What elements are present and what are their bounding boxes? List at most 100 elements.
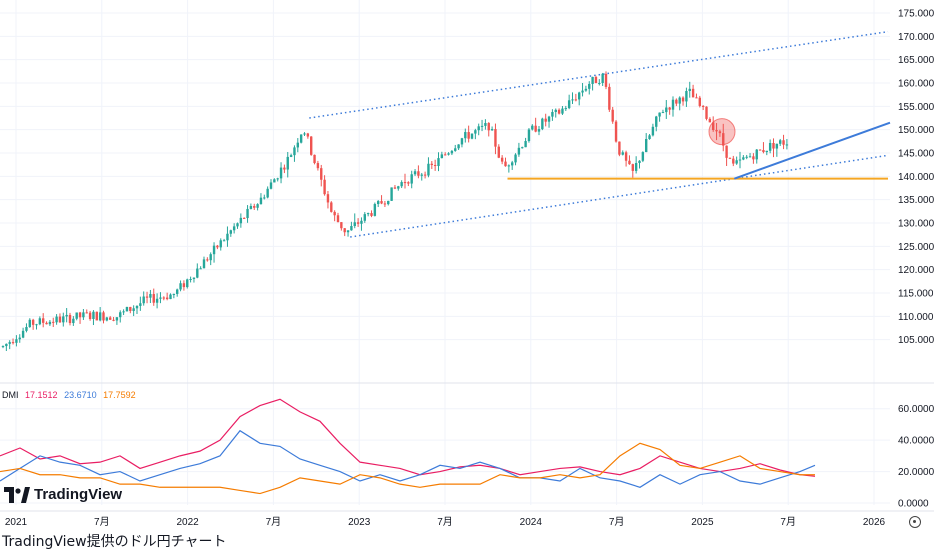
candle-body (494, 129, 497, 147)
candle-body (765, 150, 768, 153)
candle-body (135, 305, 139, 309)
dmi-y-tick-label: 40.0000 (898, 436, 934, 447)
candle-body (149, 294, 152, 298)
candle-body (5, 343, 8, 347)
y-tick-label: 105.000 (898, 335, 934, 346)
candle-body (273, 179, 276, 183)
candle-body (239, 217, 243, 224)
candle-body (758, 149, 762, 151)
candle-body (534, 125, 537, 132)
candle-body (162, 297, 165, 299)
candle-body (527, 129, 531, 142)
candle-body (306, 133, 310, 137)
candle-body (541, 118, 544, 130)
x-tick-label: 7月 (437, 516, 453, 528)
candle-body (236, 223, 239, 227)
candle-body (618, 141, 621, 155)
candle-body (31, 319, 35, 325)
candle-body (681, 97, 685, 102)
candle-body (380, 201, 383, 204)
candle-body (648, 135, 651, 140)
candle-body (88, 312, 92, 319)
candle-body (346, 230, 350, 233)
candle-body (293, 147, 296, 156)
candle-body (119, 312, 122, 318)
candle-body (661, 112, 665, 114)
candle-body (169, 294, 172, 300)
y-tick-label: 130.000 (898, 219, 934, 230)
candle-body (303, 133, 306, 135)
dmi-y-tick-label: 60.0000 (898, 404, 934, 415)
candle-body (732, 158, 735, 164)
gear-icon[interactable] (909, 516, 921, 528)
candle-body (779, 140, 782, 144)
candle-body (390, 187, 393, 201)
candle-body (571, 99, 574, 101)
candle-body (634, 163, 638, 171)
candle-body (608, 86, 611, 110)
candle-body (246, 208, 249, 219)
candle-body (253, 206, 256, 208)
candle-body (484, 123, 487, 126)
candle-body (614, 121, 618, 142)
candle-body (551, 111, 554, 117)
candle-body (671, 99, 675, 110)
candle-body (172, 293, 176, 295)
candle-body (745, 156, 748, 158)
candle-body (206, 259, 209, 261)
candle-body (695, 97, 698, 99)
tradingview-logo[interactable]: TradingView (4, 486, 122, 503)
candle-body (665, 107, 668, 113)
candle-body (78, 312, 82, 318)
candle-body (678, 97, 681, 104)
y-tick-label: 175.000 (898, 9, 934, 20)
candle-body (232, 226, 236, 231)
candle-body (440, 154, 444, 159)
candle-body (202, 259, 206, 269)
y-tick-label: 150.000 (898, 125, 934, 136)
candle-body (514, 154, 517, 163)
dmi-y-tick-label: 20.0000 (898, 467, 934, 478)
candle-body (420, 174, 423, 176)
channel-lower-line (350, 154, 889, 238)
candle-body (112, 319, 115, 321)
candle-body (330, 202, 333, 212)
y-tick-label: 160.000 (898, 79, 934, 90)
candle-body (35, 324, 38, 326)
candle-body (490, 129, 494, 131)
candle-body (269, 182, 273, 189)
dmi-y-tick-label: 0.0000 (898, 499, 929, 510)
candle-body (433, 165, 437, 167)
candle-body (279, 167, 283, 179)
candle-body (320, 168, 323, 180)
candle-body (219, 240, 222, 248)
x-tick-label: 7月 (266, 516, 282, 528)
candle-body (628, 160, 631, 165)
candle-body (15, 339, 18, 343)
candle-body (393, 187, 397, 189)
candle-body (52, 321, 55, 323)
candle-body (310, 136, 313, 155)
candle-body (139, 303, 142, 306)
dmi-title: DMI (2, 390, 19, 400)
candle-body (403, 182, 407, 184)
y-tick-label: 145.000 (898, 149, 934, 160)
candle-body (182, 283, 186, 288)
candle-body (631, 164, 634, 171)
adx-value: 17.7592 (103, 390, 136, 400)
candle-body (591, 76, 594, 84)
candle-body (688, 88, 691, 92)
candle-body (209, 254, 212, 261)
candle-body (423, 174, 427, 176)
candle-body (226, 233, 229, 241)
candle-body (437, 158, 440, 167)
candle-body (276, 178, 279, 180)
x-tick-label: 2021 (5, 517, 28, 528)
candle-body (698, 97, 701, 106)
candle-body (283, 167, 286, 170)
candle-body (537, 129, 541, 132)
candle-body (487, 123, 490, 131)
candle-body (658, 112, 661, 117)
candle-body (159, 297, 162, 299)
